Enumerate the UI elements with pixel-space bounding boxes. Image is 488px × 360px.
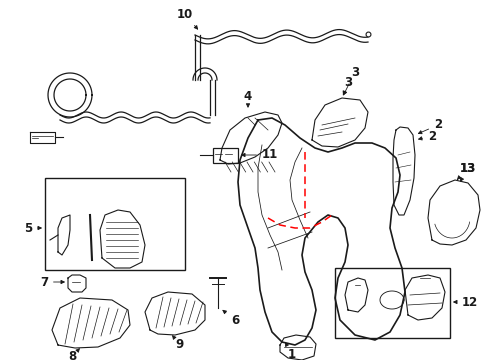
Text: 6: 6 (223, 310, 239, 327)
Text: 3: 3 (343, 77, 351, 95)
Text: 13: 13 (456, 162, 475, 180)
Bar (334, 268, 449, 338)
Text: 11: 11 (241, 148, 278, 162)
Text: 8: 8 (68, 349, 79, 360)
Bar (213, 148, 238, 163)
Bar (45, 178, 184, 270)
Text: 12: 12 (453, 296, 477, 309)
Text: 2: 2 (418, 130, 435, 143)
Text: 9: 9 (172, 336, 184, 351)
Text: 3: 3 (343, 66, 358, 95)
Text: 13: 13 (459, 162, 475, 181)
Text: 5: 5 (24, 221, 41, 234)
Text: 1: 1 (285, 343, 295, 360)
Text: 7: 7 (40, 275, 64, 288)
Text: 4: 4 (244, 90, 252, 107)
Text: 2: 2 (418, 118, 441, 134)
Text: 10: 10 (177, 8, 197, 29)
